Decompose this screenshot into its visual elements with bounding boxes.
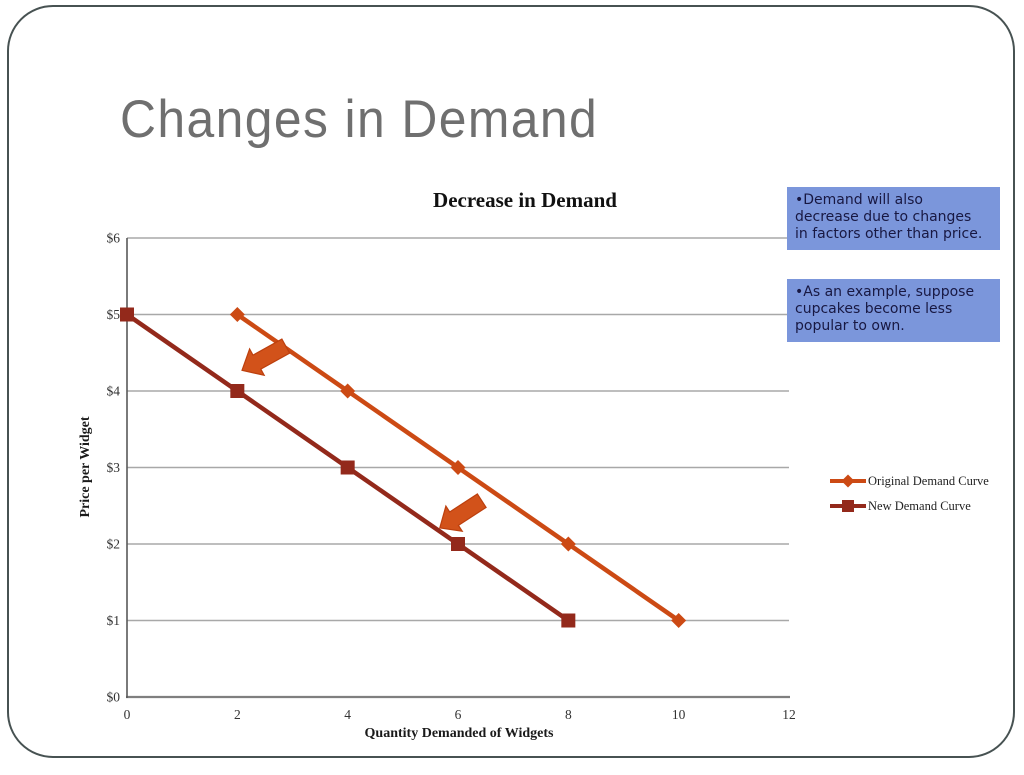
y-tick-label: $4 xyxy=(107,384,121,399)
callout-line: popular to own. xyxy=(795,318,905,335)
slide-frame: Changes in Demand 0 2 4 6 8 10 12 $0 $1 $2 $3 $4 $5 $… xyxy=(7,5,1015,758)
square-marker xyxy=(451,537,465,551)
callout-line: •Demand will also xyxy=(795,192,923,208)
slide-title: Changes in Demand xyxy=(120,90,599,149)
x-tick-label: 0 xyxy=(124,707,131,722)
square-marker xyxy=(561,613,576,628)
chart-legend: Original Demand Curve New Demand Curve xyxy=(829,473,989,514)
y-tick-label: $3 xyxy=(107,460,121,475)
callout-line: decrease due to changes xyxy=(795,209,972,226)
square-marker xyxy=(120,307,134,322)
callout-line: in factors other than price. xyxy=(795,226,983,243)
x-tick-label: 6 xyxy=(455,707,462,722)
callout-line: •As an example, suppose xyxy=(795,284,975,300)
demand-curve-line xyxy=(125,312,570,623)
x-tick-label: 12 xyxy=(782,707,796,722)
x-axis-title: Quantity Demanded of Widgets xyxy=(364,726,554,741)
square-marker xyxy=(230,384,245,398)
diamond-marker xyxy=(671,613,687,628)
y-axis-title: Price per Widget xyxy=(78,416,93,518)
y-tick-label: $6 xyxy=(107,231,121,246)
callout-line: cupcakes become less xyxy=(795,301,953,318)
diamond-marker-icon xyxy=(830,474,866,488)
shift-arrow-icon xyxy=(439,493,487,533)
legend-label: Original Demand Curve xyxy=(868,473,989,488)
shift-arrow-icon xyxy=(241,338,291,377)
square-marker-icon xyxy=(830,500,866,512)
y-tick-label: $0 xyxy=(107,690,121,705)
diamond-marker xyxy=(560,536,576,552)
y-tick-label: $5 xyxy=(107,307,121,322)
diamond-marker xyxy=(340,383,356,399)
demand-curve-line xyxy=(236,312,680,623)
square-marker xyxy=(340,460,355,475)
x-tick-label: 4 xyxy=(344,707,351,722)
y-tick-label: $2 xyxy=(107,537,121,552)
x-tick-label: 10 xyxy=(672,707,686,722)
diamond-marker xyxy=(450,460,466,475)
legend-label: New Demand Curve xyxy=(868,498,971,513)
legend-item-new-demand-curve: New Demand Curve xyxy=(829,498,989,514)
callout-demand-decrease: •Demand will also decrease due to change… xyxy=(787,187,1000,250)
chart-title: Decrease in Demand xyxy=(433,188,617,212)
y-tick-label: $1 xyxy=(107,613,121,628)
callout-cupcake-example: •As an example, suppose cupcakes become … xyxy=(787,279,1000,342)
x-tick-label: 8 xyxy=(565,707,572,722)
legend-item-original-demand-curve: Original Demand Curve xyxy=(829,473,989,489)
diamond-marker xyxy=(229,307,245,322)
x-tick-label: 2 xyxy=(234,707,241,722)
